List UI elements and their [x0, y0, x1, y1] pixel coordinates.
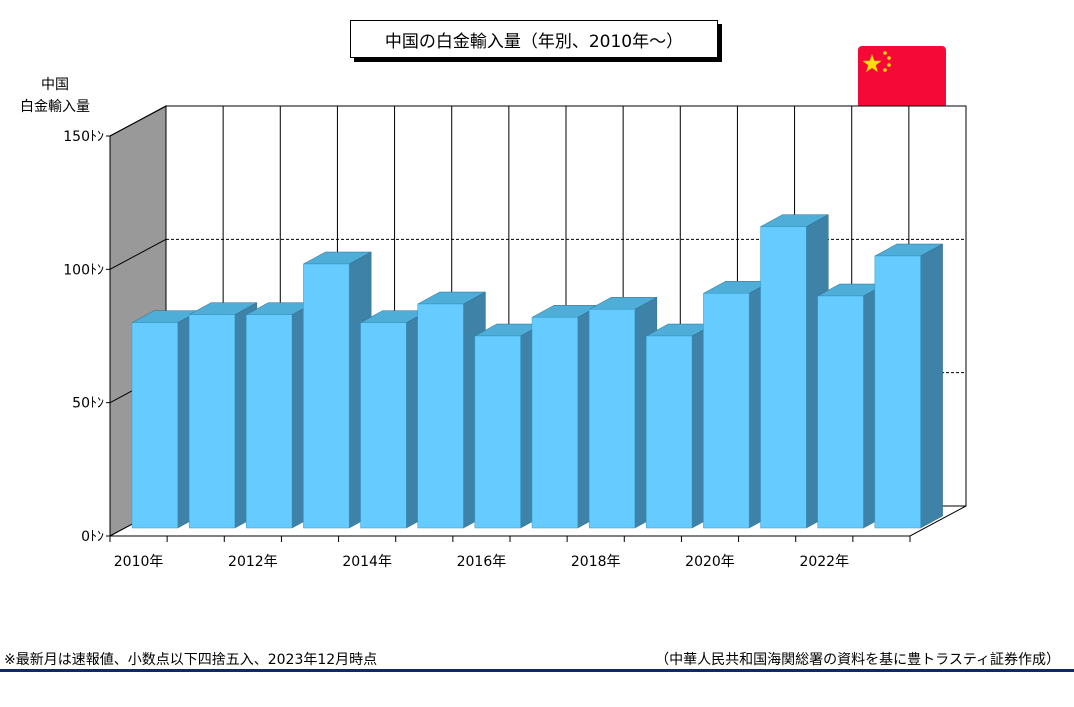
bar	[131, 322, 178, 529]
x-tick-label: 2010年	[114, 554, 164, 570]
bar	[703, 293, 750, 529]
source-note: （中華人民共和国海関総署の資料を基に豊トラスティ証券作成）	[655, 652, 1060, 668]
flag-small-star	[883, 51, 887, 55]
flag-small-star	[887, 56, 891, 60]
flag-small-star	[883, 68, 887, 72]
x-tick-label: 2012年	[228, 554, 278, 570]
y-tick-label: 100ﾄﾝ	[63, 262, 104, 278]
bar-side	[920, 243, 943, 529]
bar	[417, 303, 464, 529]
y-axis-label-line: 中国	[41, 77, 69, 93]
x-tick-label: 2014年	[342, 554, 392, 570]
bar	[360, 322, 407, 529]
bar	[588, 309, 636, 529]
y-tick-label: 0ﾄﾝ	[81, 529, 104, 545]
footnote: ※最新月は速報値、小数点以下四捨五入、2023年12月時点	[4, 652, 378, 668]
bar	[874, 255, 921, 529]
flag-small-star	[887, 63, 891, 67]
x-tick-label: 2016年	[457, 554, 507, 570]
side-wall-gridline	[109, 105, 167, 137]
chart-title: 中国の白金輸入量（年別、2010年～）	[350, 20, 718, 58]
x-tick-label: 2020年	[685, 554, 735, 570]
bar	[646, 335, 693, 529]
bar	[246, 314, 293, 529]
side-wall-gridline	[109, 238, 167, 270]
x-tick-label: 2018年	[571, 554, 621, 570]
flag-large-star	[862, 54, 882, 73]
bar	[760, 226, 807, 529]
footer-rule	[0, 669, 1074, 672]
bar	[474, 335, 521, 529]
bar	[531, 317, 578, 529]
y-tick-label: 50ﾄﾝ	[72, 396, 104, 412]
y-axis-label: 中国 白金輸入量	[10, 74, 100, 118]
bar	[303, 263, 350, 529]
chart-title-text: 中国の白金輸入量（年別、2010年～）	[384, 31, 684, 52]
y-axis-label-line: 白金輸入量	[20, 99, 90, 115]
bar	[188, 314, 236, 529]
y-tick-label: 150ﾄﾝ	[63, 129, 104, 145]
bar	[817, 295, 864, 529]
x-tick-label: 2022年	[799, 554, 849, 570]
china-flag-icon	[858, 46, 946, 108]
